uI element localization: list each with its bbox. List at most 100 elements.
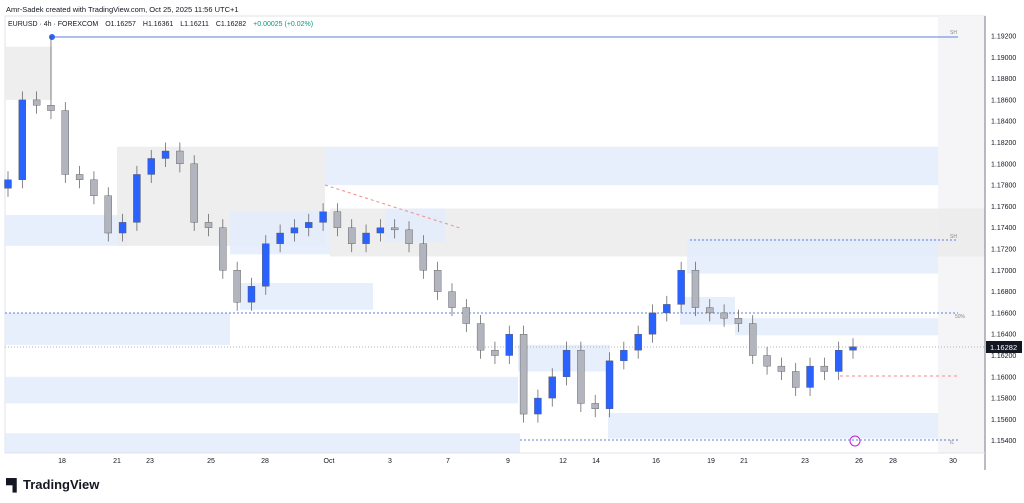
alert-icon: [849, 435, 861, 447]
candle-body: [534, 397, 542, 415]
time-tick-label: 14: [592, 458, 600, 465]
price-tick-label: 1.18800: [991, 76, 1016, 83]
candle-body: [133, 174, 141, 223]
zone-box: [608, 413, 938, 439]
candle-body: [219, 227, 227, 271]
current-price-label: 1.16282: [990, 343, 1017, 352]
price-tick-label: 1.16000: [991, 374, 1016, 381]
candle-body: [834, 349, 843, 372]
time-tick-label: 3: [388, 458, 392, 465]
candle-body: [706, 307, 714, 314]
candle-body: [591, 403, 599, 409]
zone-box: [325, 146, 938, 186]
chart-credit: Amr-Sadek created with TradingView.com, …: [6, 5, 239, 14]
candle-body: [204, 222, 213, 228]
legend-high: H1.16361: [142, 21, 174, 28]
candle-body: [4, 179, 12, 189]
time-tick-label: 9: [506, 458, 510, 465]
time-tick-label: Oct: [324, 458, 335, 465]
candle-body: [376, 227, 385, 234]
price-tick-label: 1.17000: [991, 268, 1016, 275]
price-tick-label: 1.16400: [991, 332, 1016, 339]
annotation-label: SH: [950, 234, 957, 240]
candle-body: [419, 243, 428, 271]
candle-body: [620, 349, 628, 362]
price-tick-label: 1.16600: [991, 310, 1016, 317]
time-tick-label: 21: [740, 458, 748, 465]
candle-body: [61, 110, 69, 175]
price-tick-label: 1.18000: [991, 161, 1016, 168]
candle-body: [519, 334, 528, 415]
candle-body: [348, 227, 356, 244]
zone-box: [5, 433, 520, 454]
time-tick-label: 18: [58, 458, 66, 465]
price-tick-label: 1.18200: [991, 140, 1016, 147]
candle-body: [562, 349, 571, 377]
candle-body: [333, 211, 342, 228]
symbol-legend: EURUSD · 4h · FOREXCOM O1.16257 H1.16361…: [8, 21, 318, 28]
candle-body: [233, 270, 241, 303]
price-chart[interactable]: SH SH 50% IL 1.19200 1.19000 1.18800 1.18600 1.1…: [0, 0, 1024, 470]
price-tick-label: 1.18600: [991, 97, 1016, 104]
price-tick-label: 1.19000: [991, 55, 1016, 62]
candle-body: [577, 349, 585, 404]
legend-change: +0.00025 (+0.02%): [253, 21, 314, 28]
zone-box: [735, 318, 938, 336]
candle-body: [720, 312, 728, 319]
candle-body: [462, 307, 471, 324]
time-tick-label: 23: [146, 458, 154, 465]
swing-high-point: [49, 34, 55, 40]
candle-body: [262, 243, 270, 287]
tradingview-logo[interactable]: ▀▌ TradingView: [6, 477, 99, 492]
candle-body: [792, 371, 800, 388]
price-tick-label: 1.17600: [991, 204, 1016, 211]
candle-body: [47, 105, 55, 111]
candle-body: [405, 229, 413, 244]
candle-body: [734, 318, 743, 324]
candle-body: [548, 376, 556, 399]
candle-body: [749, 323, 757, 356]
candle-body: [247, 286, 256, 303]
symbol-name[interactable]: EURUSD · 4h · FOREXCOM: [8, 21, 99, 28]
candle-body: [18, 99, 27, 180]
candle-body: [491, 349, 499, 356]
zone-box: [5, 312, 230, 345]
candle-body: [448, 291, 456, 308]
candle-body: [663, 304, 671, 314]
candle-body: [319, 211, 327, 223]
candle-body: [820, 365, 829, 372]
candle-body: [104, 195, 112, 234]
candle-body: [677, 270, 685, 305]
candle-body: [390, 227, 399, 231]
time-tick-label: 16: [652, 458, 660, 465]
time-tick-label: 19: [707, 458, 715, 465]
brand-name: TradingView: [23, 477, 100, 492]
legend-close: C1.16282: [215, 21, 247, 28]
price-tick-label: 1.16800: [991, 289, 1016, 296]
candle-body: [190, 163, 198, 223]
candle-body: [849, 346, 857, 351]
time-tick-label: 7: [446, 458, 450, 465]
candle-body: [290, 227, 299, 234]
candle-body: [806, 365, 814, 388]
candle-body: [161, 150, 170, 159]
price-tick-label: 1.17800: [991, 183, 1016, 190]
time-tick-label: 28: [889, 458, 897, 465]
zone-box: [5, 376, 518, 404]
zone-box: [5, 46, 52, 100]
zone-box: [385, 208, 445, 242]
candle-body: [118, 222, 127, 234]
candle-body: [362, 232, 370, 244]
price-tick-label: 1.19200: [991, 34, 1016, 41]
price-tick-label: 1.17200: [991, 247, 1016, 254]
time-tick-label: 23: [801, 458, 809, 465]
candle-body: [634, 334, 642, 351]
zone-box: [240, 283, 373, 310]
candle-body: [763, 355, 771, 367]
price-tick-label: 1.15800: [991, 396, 1016, 403]
annotation-label: IL: [950, 440, 954, 446]
time-tick-label: 21: [113, 458, 121, 465]
candle-body: [75, 174, 84, 180]
tradingview-logo-icon: ▀▌: [6, 477, 21, 492]
time-tick-label: 12: [559, 458, 567, 465]
